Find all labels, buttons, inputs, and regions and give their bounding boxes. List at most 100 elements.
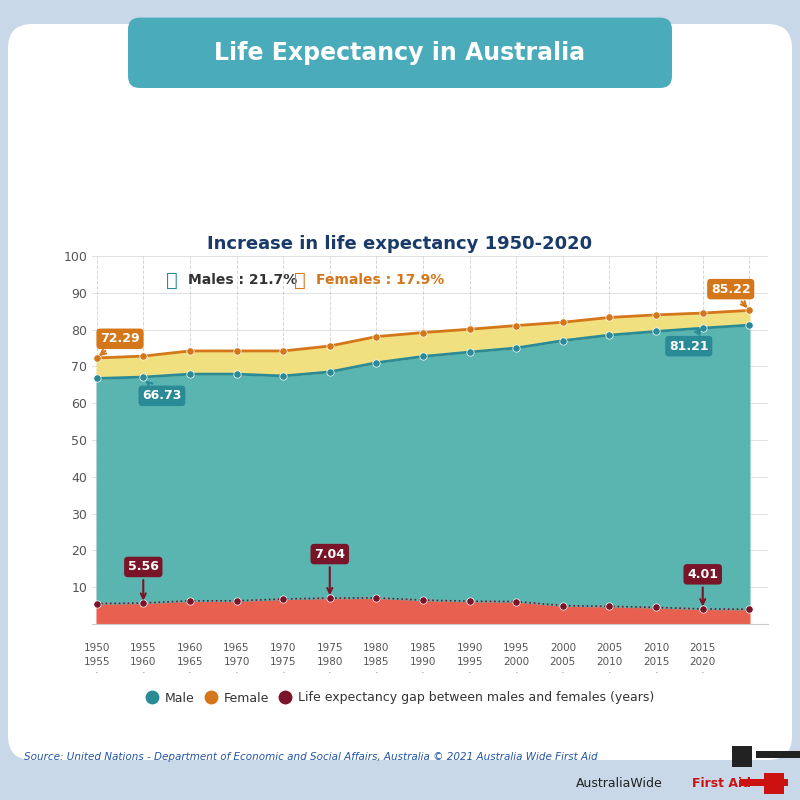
Point: [603, 600, 616, 613]
Text: 66.73: 66.73: [142, 382, 182, 402]
Text: ·: ·: [514, 669, 518, 678]
Text: 5.56: 5.56: [128, 561, 158, 598]
Text: ·: ·: [95, 669, 98, 678]
Point: [510, 595, 522, 608]
Text: 1985: 1985: [363, 658, 390, 667]
Point: [417, 350, 430, 363]
Point: [137, 597, 150, 610]
Point: [603, 311, 616, 324]
Point: [90, 351, 103, 364]
Text: ·: ·: [234, 669, 238, 678]
Text: 85.22: 85.22: [711, 282, 750, 306]
Text: 2005: 2005: [596, 643, 622, 654]
Point: [743, 304, 756, 317]
Text: 4.01: 4.01: [687, 568, 718, 604]
Point: [696, 322, 709, 334]
Point: [696, 306, 709, 319]
Text: 2000: 2000: [503, 658, 530, 667]
Text: ·: ·: [328, 669, 331, 678]
Point: [323, 592, 336, 605]
Point: [183, 594, 196, 607]
Text: 1950: 1950: [83, 643, 110, 654]
Bar: [732, 746, 752, 767]
Text: 72.29: 72.29: [100, 332, 140, 354]
Text: 7.04: 7.04: [314, 547, 346, 593]
Text: ·: ·: [374, 669, 378, 678]
Text: 1995: 1995: [503, 643, 530, 654]
Text: 2005: 2005: [550, 658, 576, 667]
Point: [417, 326, 430, 339]
Point: [696, 602, 709, 615]
Text: 1965: 1965: [223, 643, 250, 654]
Text: ·: ·: [608, 669, 611, 678]
Point: [277, 345, 290, 358]
Text: 1955: 1955: [130, 643, 157, 654]
Point: [137, 370, 150, 383]
Text: ⛹: ⛹: [166, 270, 178, 290]
Text: Males : 21.7%: Males : 21.7%: [188, 273, 298, 287]
Text: 1980: 1980: [317, 658, 343, 667]
Text: ·: ·: [561, 669, 565, 678]
Point: [650, 309, 662, 322]
Text: 1990: 1990: [457, 643, 483, 654]
Point: [230, 594, 243, 607]
Point: [463, 323, 476, 336]
Text: ·: ·: [468, 669, 471, 678]
Text: ⛹: ⛹: [294, 270, 306, 290]
Point: [650, 325, 662, 338]
Text: 2010: 2010: [643, 643, 670, 654]
Point: [230, 368, 243, 381]
Text: 1960: 1960: [130, 658, 157, 667]
Text: ·: ·: [188, 669, 192, 678]
Point: [510, 319, 522, 332]
Point: [557, 334, 570, 347]
Text: 1970: 1970: [270, 643, 296, 654]
Text: 2020: 2020: [690, 658, 716, 667]
Text: 2015: 2015: [690, 643, 716, 654]
Text: Life Expectancy in Australia: Life Expectancy in Australia: [214, 41, 586, 65]
Bar: [756, 750, 800, 758]
Point: [463, 346, 476, 358]
Point: [370, 330, 382, 343]
Text: 1960: 1960: [177, 643, 203, 654]
Text: ·: ·: [701, 669, 705, 678]
Point: [137, 350, 150, 362]
Point: [183, 345, 196, 358]
Text: ·: ·: [142, 669, 145, 678]
Point: [463, 594, 476, 607]
Text: ·: ·: [421, 669, 425, 678]
Text: 2010: 2010: [596, 658, 622, 667]
Point: [323, 366, 336, 378]
Text: Source: United Nations - Department of Economic and Social Affairs, Australia © : Source: United Nations - Department of E…: [24, 752, 598, 762]
Point: [183, 368, 196, 381]
Text: ·: ·: [654, 669, 658, 678]
Point: [277, 593, 290, 606]
Text: 1965: 1965: [177, 658, 203, 667]
Point: [650, 601, 662, 614]
Bar: [740, 779, 788, 786]
Text: 81.21: 81.21: [669, 330, 709, 353]
Text: ·: ·: [282, 669, 285, 678]
Point: [510, 342, 522, 354]
Text: 1990: 1990: [410, 658, 436, 667]
Point: [90, 597, 103, 610]
Bar: [764, 773, 784, 794]
Text: 1980: 1980: [363, 643, 390, 654]
Point: [603, 329, 616, 342]
Point: [557, 599, 570, 612]
Text: 2015: 2015: [643, 658, 670, 667]
Text: AustraliaWide: AustraliaWide: [576, 777, 662, 790]
Text: 1975: 1975: [317, 643, 343, 654]
Point: [230, 345, 243, 358]
Legend: Male, Female, Life expectancy gap between males and females (years): Male, Female, Life expectancy gap betwee…: [141, 686, 659, 710]
Text: 1955: 1955: [83, 658, 110, 667]
Point: [557, 316, 570, 329]
Text: Increase in life expectancy 1950-2020: Increase in life expectancy 1950-2020: [207, 235, 593, 253]
Text: 1985: 1985: [410, 643, 436, 654]
Text: 1970: 1970: [223, 658, 250, 667]
Point: [323, 340, 336, 353]
Point: [277, 370, 290, 382]
Point: [417, 594, 430, 606]
Point: [370, 356, 382, 369]
Point: [370, 591, 382, 604]
